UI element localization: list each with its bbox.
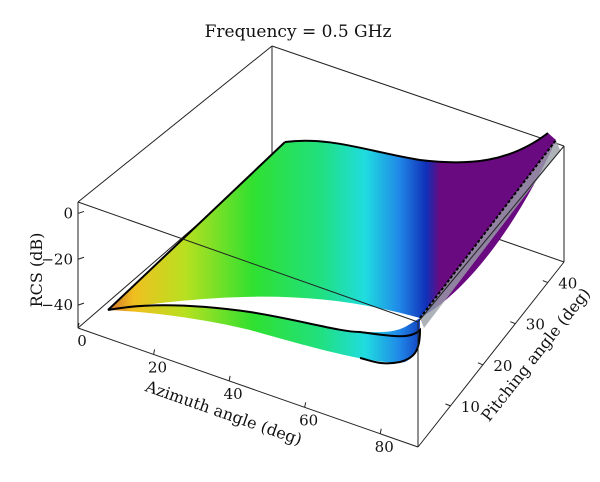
surface-outline-front xyxy=(107,304,422,365)
box-edge-front-top-right xyxy=(417,145,565,323)
x-tick-label: 40 xyxy=(224,385,243,403)
box-edge-back-top xyxy=(77,45,273,203)
y-tick-label: 30 xyxy=(526,316,545,334)
x-tick-mark xyxy=(304,402,307,408)
box-edge-back-right-top xyxy=(271,45,565,147)
box-edge-front-right-bottom xyxy=(417,261,565,448)
z-tick-label: −20 xyxy=(41,250,73,268)
x-tick-label: 60 xyxy=(299,411,318,429)
z-tick-label: −40 xyxy=(41,296,73,314)
surface-right-edge xyxy=(420,140,560,328)
rcs-surface xyxy=(107,132,560,365)
surface-outline-right xyxy=(419,139,557,319)
z-tick-mark xyxy=(77,210,85,214)
z-tick-label: 0 xyxy=(63,204,73,222)
surface-front-face xyxy=(108,305,420,363)
surface-outline-back xyxy=(284,132,549,164)
z-tick-mark xyxy=(77,256,85,260)
x-tick-label: 20 xyxy=(148,358,167,376)
y-axis-label: Pitching angle (deg) xyxy=(477,284,594,425)
x-tick-label: 0 xyxy=(77,332,87,350)
y-tick-label: 20 xyxy=(493,357,512,375)
y-tick-mark xyxy=(542,280,548,284)
box-edge-front-top-left xyxy=(77,201,419,323)
chart-title: Frequency = 0.5 GHz xyxy=(205,22,392,42)
x-axis-ticks: 0 20 40 60 80 xyxy=(77,322,394,456)
z-tick-mark xyxy=(77,302,85,306)
box-front-edges xyxy=(77,145,565,448)
y-tick-label: 40 xyxy=(558,275,577,293)
y-tick-mark xyxy=(477,362,484,366)
z-axis-label: RCS (dB) xyxy=(27,233,46,308)
y-tick-label: 10 xyxy=(461,398,480,416)
surface-top-face xyxy=(108,133,556,318)
x-tick-mark xyxy=(379,428,382,434)
x-tick-mark xyxy=(153,349,156,355)
y-tick-mark xyxy=(445,403,451,407)
y-tick-mark xyxy=(510,321,516,325)
surface-outline-left xyxy=(107,141,286,311)
y-axis-ticks: 10 20 30 40 xyxy=(445,275,577,416)
x-tick-mark xyxy=(228,375,231,381)
box-edge-front-bottom xyxy=(77,327,419,448)
x-tick-label: 80 xyxy=(375,438,394,456)
z-axis-ticks: 0 −20 −40 xyxy=(41,204,85,314)
x-tick-mark xyxy=(77,322,80,329)
